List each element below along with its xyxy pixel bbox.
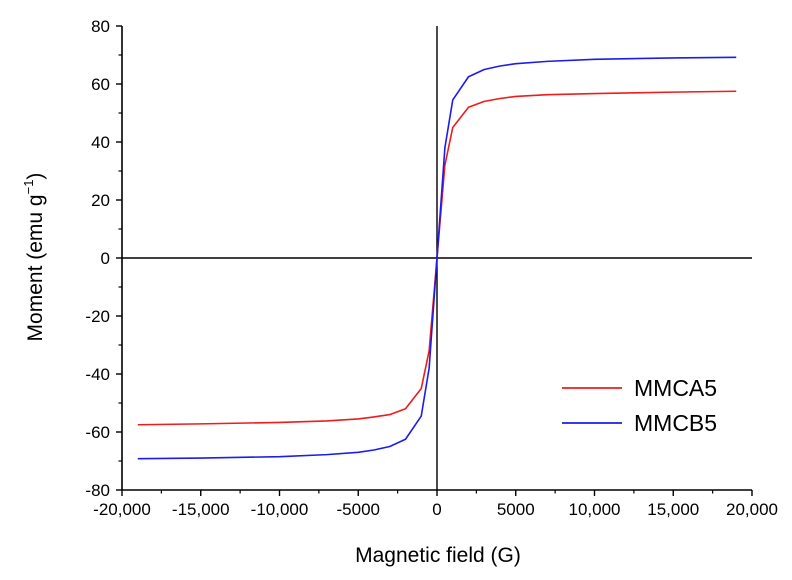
y-tick-label: 20 <box>91 191 110 210</box>
x-axis-title: Magnetic field (G) <box>355 544 521 567</box>
y-tick-label: 40 <box>91 133 110 152</box>
x-tick-label: 20,000 <box>726 500 778 519</box>
legend-label-mmca5: MMCA5 <box>634 375 717 401</box>
y-axis-title-close: ) <box>24 173 47 180</box>
y-tick-label: 80 <box>91 17 110 36</box>
x-tick-label: 5000 <box>497 500 535 519</box>
y-tick-label: -60 <box>85 423 110 442</box>
x-tick-label: -10,000 <box>251 500 309 519</box>
y-axis-title-superscript: −1 <box>21 180 36 195</box>
y-tick-label: -40 <box>85 365 110 384</box>
x-tick-label: 0 <box>432 500 441 519</box>
x-tick-label: 10,000 <box>569 500 621 519</box>
y-tick-label: -20 <box>85 307 110 326</box>
y-axis-title-main: Moment (emu g <box>24 194 47 341</box>
y-tick-label: -80 <box>85 481 110 500</box>
y-tick-label: 60 <box>91 75 110 94</box>
x-tick-label: -20,000 <box>93 500 151 519</box>
x-tick-label: -15,000 <box>172 500 230 519</box>
legend: MMCA5 MMCB5 <box>562 375 717 436</box>
x-tick-label: 15,000 <box>647 500 699 519</box>
y-tick-label: 0 <box>101 249 110 268</box>
x-tick-label: -5000 <box>337 500 380 519</box>
series-line-mmcb5 <box>137 56 737 460</box>
y-axis-title: Moment (emu g−1) <box>21 173 47 342</box>
legend-label-mmcb5: MMCB5 <box>634 410 717 436</box>
